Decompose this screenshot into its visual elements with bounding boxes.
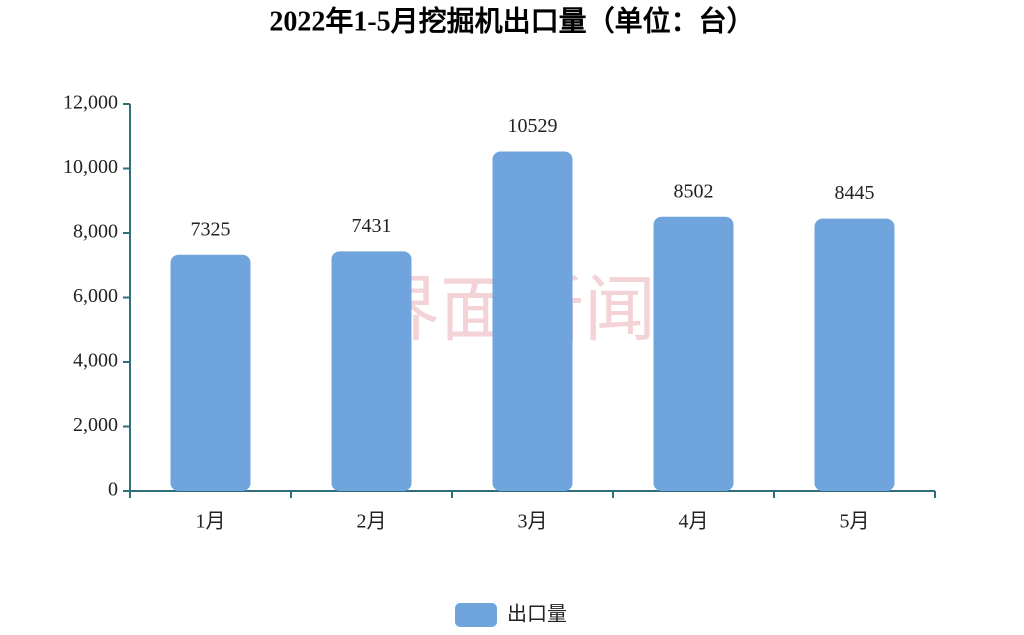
y-tick-label: 0 (108, 479, 118, 501)
chart-title: 2022年1-5月挖掘机出口量（单位：台） (269, 4, 754, 37)
bar (170, 254, 251, 491)
legend-label: 出口量 (507, 603, 567, 626)
value-label: 10529 (508, 115, 558, 137)
legend-swatch (455, 603, 497, 627)
x-tick-label: 3月 (518, 511, 548, 533)
value-label: 8445 (835, 182, 875, 204)
y-tick-label: 8,000 (73, 221, 118, 243)
value-label: 7325 (191, 218, 231, 240)
bar (814, 218, 895, 491)
value-label: 8502 (674, 180, 714, 202)
x-tick-label: 2月 (357, 511, 387, 533)
bar (653, 216, 734, 492)
y-tick-label: 2,000 (73, 414, 118, 436)
x-tick-label: 4月 (679, 511, 709, 533)
y-tick-label: 6,000 (73, 285, 118, 307)
y-tick-label: 4,000 (73, 350, 118, 372)
x-tick-label: 1月 (196, 511, 226, 533)
bar (492, 151, 573, 491)
value-label: 7431 (352, 215, 392, 237)
bar (331, 251, 412, 491)
y-tick-label: 12,000 (63, 92, 118, 114)
y-tick-label: 10,000 (63, 156, 118, 178)
x-tick-label: 5月 (840, 511, 870, 533)
